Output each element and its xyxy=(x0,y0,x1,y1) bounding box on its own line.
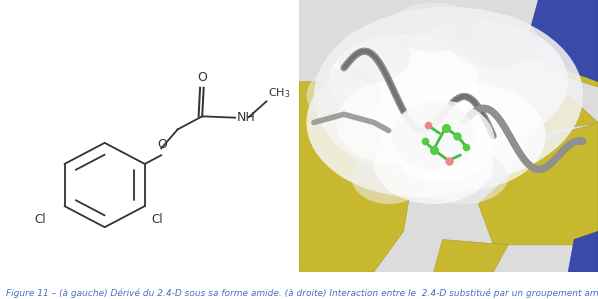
Ellipse shape xyxy=(329,34,478,129)
Ellipse shape xyxy=(336,82,441,163)
Text: Cl: Cl xyxy=(151,213,163,226)
Polygon shape xyxy=(353,49,404,82)
Ellipse shape xyxy=(307,48,531,197)
Ellipse shape xyxy=(389,20,568,143)
Polygon shape xyxy=(434,239,508,272)
Polygon shape xyxy=(299,0,598,272)
Polygon shape xyxy=(523,0,598,82)
Ellipse shape xyxy=(307,68,382,123)
Polygon shape xyxy=(523,95,598,136)
Polygon shape xyxy=(538,0,598,87)
Text: NH: NH xyxy=(237,111,255,123)
Ellipse shape xyxy=(352,150,426,204)
Ellipse shape xyxy=(336,27,411,82)
Polygon shape xyxy=(478,123,598,245)
Ellipse shape xyxy=(392,102,475,170)
Text: Figure 11 – (à gauche) Dérivé du 2.4-D sous sa forme amide. (à droite) Interacti: Figure 11 – (à gauche) Dérivé du 2.4-D s… xyxy=(6,288,598,298)
Ellipse shape xyxy=(374,123,493,204)
Ellipse shape xyxy=(448,13,538,68)
Polygon shape xyxy=(299,82,413,272)
Text: O: O xyxy=(157,138,167,151)
Text: CH$_3$: CH$_3$ xyxy=(268,86,291,100)
Ellipse shape xyxy=(314,7,583,184)
Ellipse shape xyxy=(382,82,546,190)
Ellipse shape xyxy=(419,150,508,204)
Ellipse shape xyxy=(389,3,478,52)
Text: O: O xyxy=(197,71,207,85)
Ellipse shape xyxy=(390,101,495,182)
Text: Cl: Cl xyxy=(35,213,46,226)
Polygon shape xyxy=(568,231,598,272)
